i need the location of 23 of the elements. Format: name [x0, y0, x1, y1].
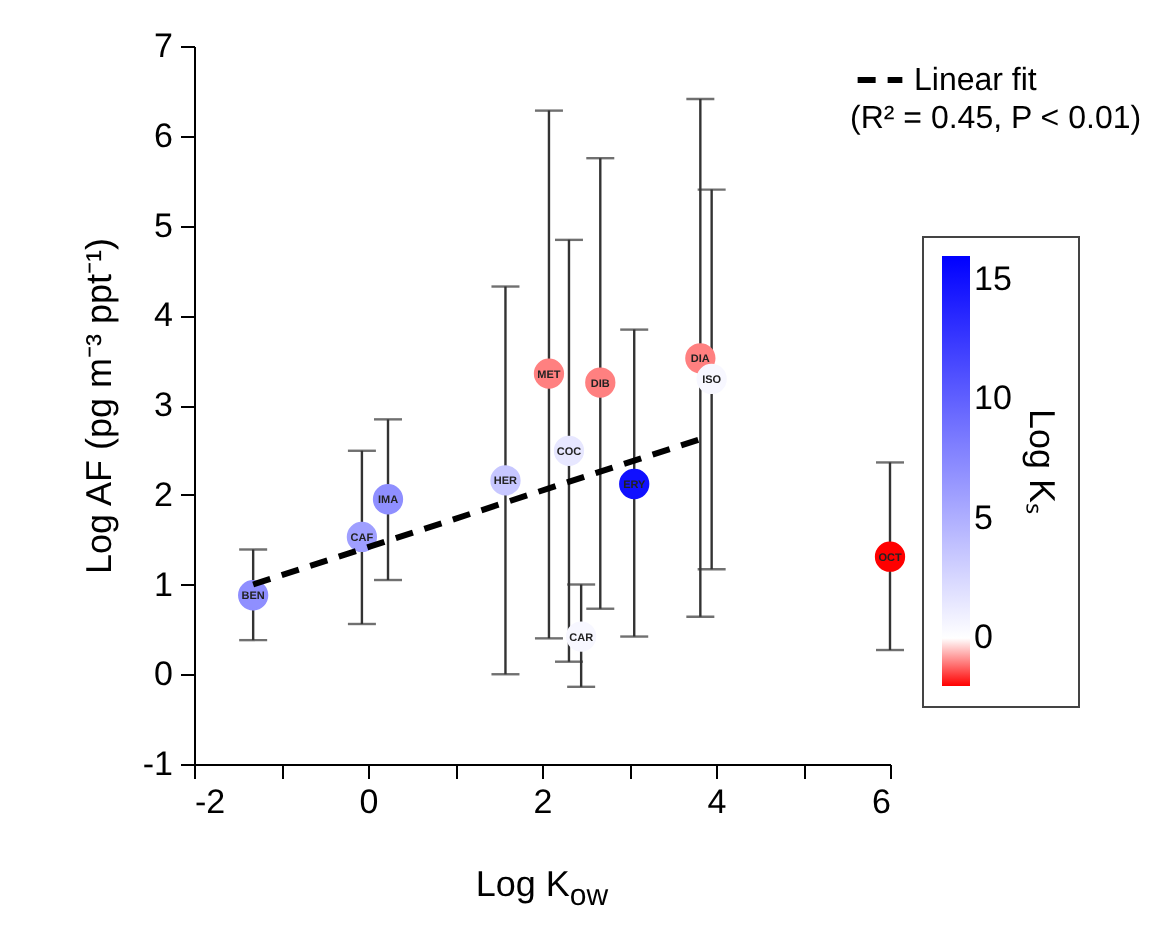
color-bar-label: 10	[974, 379, 1012, 418]
y-tick-label: -1	[142, 745, 173, 783]
y-tick-label: 6	[154, 116, 173, 155]
y-tick-label: 0	[154, 655, 173, 694]
x-tick-label: 2	[533, 783, 553, 821]
legend-title: Log Kₛ	[1022, 408, 1062, 516]
y-tick-label: 4	[154, 296, 173, 335]
legend-label: Linear fit	[914, 64, 1038, 98]
x-tick-label: 4	[707, 783, 727, 821]
y-axis-title: Log AF (pg m⁻³ ppt⁻¹)	[78, 237, 119, 575]
x-tick-label: 6	[872, 783, 891, 821]
color-bar-label: 0	[974, 618, 993, 657]
x-tick-label: 0	[359, 783, 379, 821]
x-axis-title: Log K$_{ow}$	[473, 864, 611, 914]
color-bar-label: 5	[974, 498, 993, 537]
y-tick-label: 5	[154, 206, 173, 245]
y-tick-label: 7	[154, 27, 173, 65]
y-tick-label: 2	[154, 475, 173, 514]
color-bar-label: 15	[974, 259, 1012, 298]
y-tick-label: 3	[154, 386, 173, 424]
y-tick-label: 1	[154, 565, 173, 604]
annotation: (R² = 0.45, P < 0.01)	[850, 102, 1142, 136]
x-tick-label: -2	[195, 783, 226, 821]
